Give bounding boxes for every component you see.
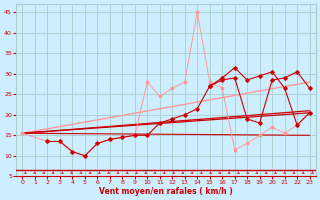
X-axis label: Vent moyen/en rafales ( km/h ): Vent moyen/en rafales ( km/h ) (99, 187, 233, 196)
